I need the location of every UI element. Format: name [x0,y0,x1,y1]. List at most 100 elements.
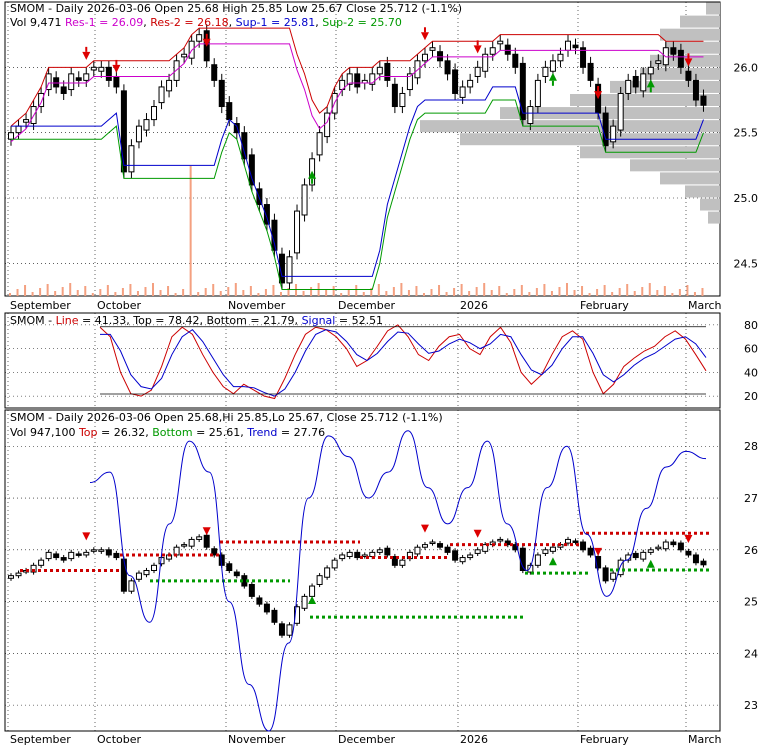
volume-bar [167,286,170,296]
volume-bar [91,293,94,296]
candle-body [534,554,541,566]
candle-body [30,564,37,573]
candle-body [587,547,594,556]
volume-bar [310,287,313,296]
candle-body [497,40,504,45]
sell-arrow [684,534,693,543]
volume-bar [603,285,606,296]
volume-bar [392,287,395,296]
candle-body [278,253,285,284]
y-tick-label: 40 [744,366,758,379]
arrow-stem [311,178,314,184]
volume-bar [573,290,576,296]
candle-body [151,564,158,571]
stochastic-panel: 80 60 40 20 [4,312,758,409]
volume-bar [325,290,328,296]
volume-bar [385,291,388,296]
title-part: Line [56,314,79,327]
candle-body [399,92,406,108]
candle-body [354,551,361,559]
arrow-stem [205,33,208,39]
volume-bar [490,290,493,296]
volume-profile-bar [660,172,720,185]
volume-bar [430,289,433,296]
volume-bar [460,284,463,296]
candle-body [587,62,594,81]
candle-body [399,559,406,566]
candle-body [685,70,692,81]
volume-bar [438,285,441,296]
y-tick-label: 24.5 [734,257,759,270]
title-part: Top [132,314,152,327]
candle-body [534,79,541,108]
candle-body [437,51,444,62]
volume-bar [445,292,448,296]
volume-bar [189,166,192,296]
y-tick-label: 28 [744,440,758,453]
candle-body [602,112,609,147]
title-part: , [315,16,322,29]
volume-bar [234,283,237,296]
y-tick-label: 23 [744,699,758,712]
sell-arrow [112,64,121,73]
arrow-stem [551,80,554,86]
volume-bar [565,283,568,296]
x-tick-label: December [338,299,396,312]
volume-bar [152,283,155,296]
volume-bar [31,292,34,296]
candle-body [211,548,218,556]
candle-body [38,92,45,108]
x-tick-label: September [10,733,71,745]
candle-body [549,546,556,552]
candle-body [128,580,135,592]
candle-body [647,549,654,553]
title-part: , [143,16,150,29]
candle-body [632,552,639,559]
volume-bar [136,291,139,296]
volume-bar [54,291,57,296]
volume-bar [355,285,358,296]
candle-body [437,543,444,548]
candle-body [692,79,699,101]
candle-body [271,609,278,623]
candle-body [286,256,293,284]
candle-body [233,123,240,134]
buy-arrow [646,79,655,88]
x-tick-label: November [228,299,286,312]
volume-profile-bar [660,28,720,41]
buy-arrow [308,596,317,605]
volume-bar [174,293,177,296]
candle-body [196,536,203,540]
candle-body [677,542,684,551]
candle-body [354,73,361,88]
volume-bar [121,288,124,296]
candle-body [662,541,669,550]
candle-body [38,559,45,566]
candle-body [120,90,127,173]
y-tick-label: 24 [744,647,758,660]
res-1-line [10,43,704,143]
trend-line [89,430,707,732]
candle-body [670,47,677,55]
volume-bar [16,289,19,296]
volume-bar [550,291,553,296]
candle-body [376,549,383,553]
candle-body [248,583,255,597]
title-part: Vol 947,100 [10,426,79,439]
candle-body [135,125,142,143]
trend-title-line-2: Vol 947,100 Top = 26.32, Bottom = 25.61,… [10,426,325,439]
volume-bar [407,290,410,296]
volume-profile-bar [708,211,720,224]
volume-bar [678,289,681,296]
candle-body [98,66,105,72]
res-2-line [10,27,704,127]
volume-bar [618,288,621,296]
volume-profile-bar [700,198,720,211]
candle-body [429,47,436,51]
arrow-stem [423,27,426,33]
candle-body [452,550,459,561]
candle-body [677,49,684,68]
candle-body [482,544,489,552]
candle-body [610,125,617,143]
price-title-line-2: Vol 9,471 Res-1 = 26.09, Res-2 = 26.18, … [10,16,402,29]
